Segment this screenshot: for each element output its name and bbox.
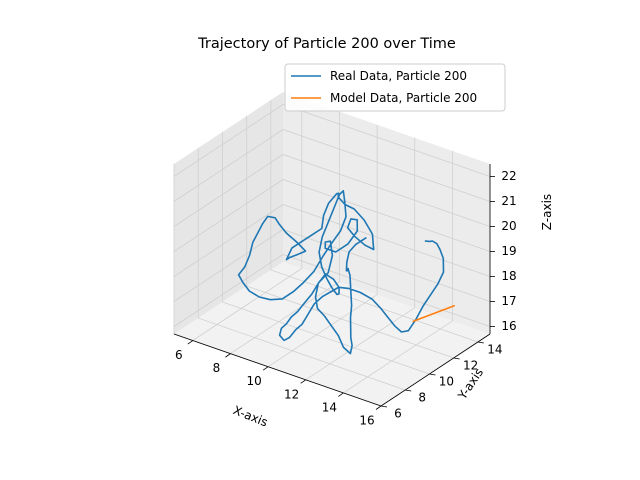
- z-tick-label: 18: [501, 269, 516, 283]
- axis-lines: [173, 164, 491, 407]
- y-tick-label: 12: [463, 359, 478, 373]
- x-tick-mark: [225, 353, 231, 358]
- y-tick-mark: [405, 389, 412, 392]
- left-pane: [174, 92, 283, 334]
- x-tick-mark: [187, 340, 194, 345]
- x-axis-line: [173, 333, 382, 407]
- z-grid-line: [173, 179, 491, 252]
- x-tick-label: 16: [359, 414, 374, 428]
- y-tick-label: 6: [394, 407, 402, 421]
- y-grid-line: [246, 116, 454, 359]
- y-grid-line: [221, 132, 430, 375]
- y-axis-line: [380, 333, 491, 407]
- y-tick-label: 14: [487, 343, 502, 357]
- x-grid-line: [192, 98, 303, 341]
- z-grid-line: [173, 104, 491, 177]
- chart-title: Trajectory of Particle 200 over Time: [197, 36, 456, 52]
- x-tick-label: 8: [213, 361, 221, 375]
- tick-marks: [187, 176, 495, 410]
- legend-box: [284, 63, 506, 112]
- x-tick-label: 10: [246, 374, 261, 388]
- z-grid-line: [173, 129, 491, 202]
- x-tick-label: 6: [175, 348, 183, 362]
- z-tick-label: 22: [501, 169, 516, 183]
- x-tick-mark: [262, 366, 269, 371]
- x-grid-line: [230, 111, 340, 354]
- y-tick-mark: [429, 373, 436, 376]
- back-pane: [283, 92, 490, 334]
- z-grid-line: [173, 204, 491, 277]
- z-tick-label: 20: [501, 219, 516, 233]
- z-tick-label: 19: [501, 244, 516, 258]
- x-tick-label: 14: [322, 400, 337, 414]
- x-grid-line: [343, 150, 453, 394]
- y-grid-line: [270, 100, 479, 343]
- legend-label-model: Model Data, Particle 200: [330, 91, 477, 105]
- x-tick-mark: [300, 379, 306, 384]
- z-tick-label: 21: [501, 194, 516, 208]
- series-lines: [237, 190, 456, 355]
- x-tick-mark: [375, 405, 382, 410]
- z-tick-label: 17: [501, 294, 516, 308]
- y-tick-label: 10: [439, 375, 454, 389]
- legend-label-real: Real Data, Particle 200: [330, 69, 467, 83]
- x-grid-line: [267, 124, 378, 368]
- series-line-real: [237, 190, 445, 355]
- y-grid-line: [197, 148, 406, 391]
- y-tick-mark: [380, 405, 388, 408]
- floor-pane: [174, 262, 490, 406]
- y-tick-mark: [477, 341, 484, 344]
- x-grid-line: [305, 137, 416, 381]
- z-axis-label: Z-axis: [540, 194, 554, 230]
- y-tick-mark: [453, 357, 460, 360]
- z-tick-label: 16: [501, 319, 516, 333]
- x-tick-label: 12: [284, 387, 299, 401]
- series-line-model: [412, 304, 456, 323]
- tick-labels: 6 8 10 12 14 16 6 8 10 12 14 16 17 18 19 20 21 22: [175, 169, 517, 428]
- axis-panes: [174, 92, 490, 406]
- x-tick-mark: [338, 392, 344, 397]
- legend: Real Data, Particle 200 Model Data, Part…: [284, 63, 506, 112]
- z-grid-line: [173, 254, 491, 327]
- z-grid-line: [173, 154, 491, 227]
- y-tick-label: 8: [418, 391, 426, 405]
